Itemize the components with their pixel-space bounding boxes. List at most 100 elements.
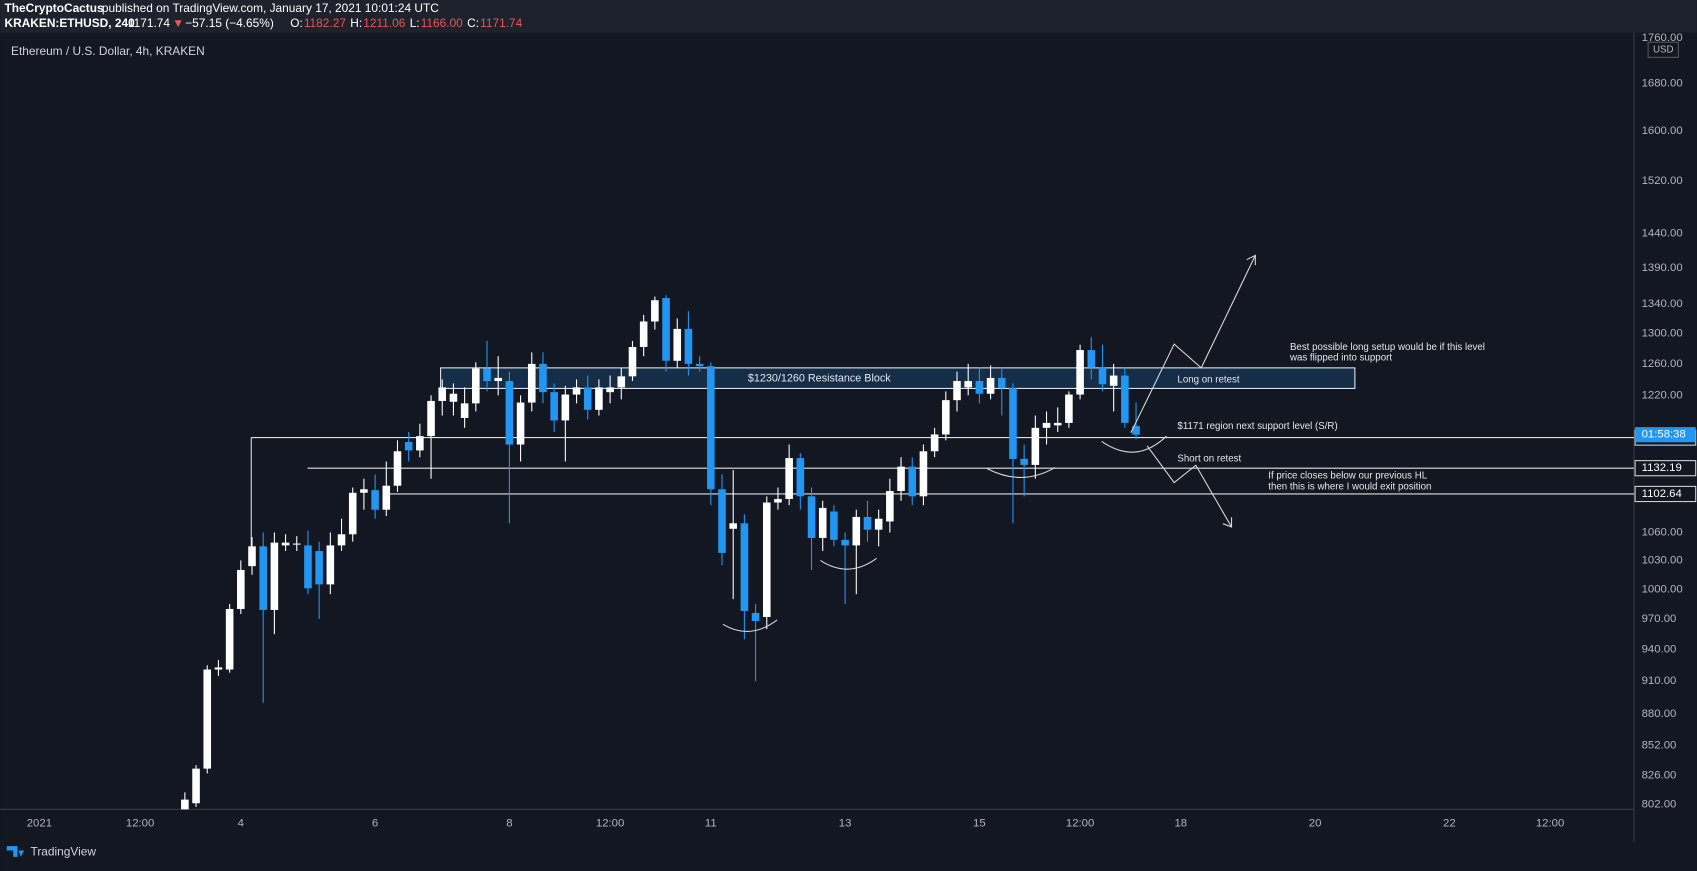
candle-body [1009, 388, 1017, 459]
ohlc-key: O: [290, 16, 303, 30]
y-tick-label: 826.00 [1642, 770, 1677, 782]
candle-body [438, 387, 447, 401]
candle-body [1109, 375, 1118, 386]
candle-body [572, 387, 581, 395]
candle-body [639, 321, 648, 347]
symbol: KRAKEN:ETHUSD, 240 [5, 16, 136, 30]
candle-body [527, 363, 536, 403]
candle-body [1031, 427, 1040, 465]
candle-body [427, 400, 435, 437]
candle-body [595, 387, 603, 410]
x-tick-label: 12:00 [126, 817, 154, 829]
candle-body [874, 518, 883, 530]
currency-box [1647, 41, 1679, 58]
ohlc-value: 1171.74 [480, 16, 522, 30]
y-tick-label: 910.00 [1642, 675, 1677, 687]
candle-body [326, 545, 335, 585]
y-tick-label: 1000.00 [1642, 583, 1683, 595]
candle-body [863, 516, 872, 530]
change-arrow: ▼ [172, 16, 184, 30]
candle-body [617, 376, 626, 388]
countdown: 01:58:38 [1642, 429, 1686, 441]
candle-body [975, 381, 984, 394]
candle-body [919, 451, 928, 497]
candle-body [304, 545, 312, 589]
candle-body [628, 346, 637, 377]
candle-body [348, 492, 357, 535]
candle-body [684, 328, 693, 364]
candle-body [1121, 375, 1129, 423]
candle-body [416, 436, 424, 451]
candle-body [259, 546, 267, 610]
candle-body [930, 434, 939, 452]
long-arrow [1130, 255, 1256, 434]
candle-body [897, 466, 905, 492]
candle-body [1087, 350, 1096, 368]
annotation: then this is where I would exit position [1268, 481, 1431, 492]
price-badge [1635, 427, 1696, 443]
annotation: Long on retest [1177, 374, 1239, 385]
candle-body [460, 403, 469, 418]
candle-body [270, 542, 279, 610]
y-tick-label: 1440.00 [1642, 228, 1683, 240]
chart-title: Ethereum / U.S. Dollar, 4h, KRAKEN [11, 44, 205, 58]
x-tick-label: 8 [506, 817, 512, 829]
y-tick-label: 1520.00 [1642, 175, 1683, 187]
candle-body [886, 491, 894, 522]
candle-body [718, 489, 726, 553]
candle-body [550, 392, 558, 421]
ohlc-value: 1211.06 [363, 16, 405, 30]
candle-body [908, 466, 917, 497]
candle-body [942, 400, 950, 435]
ohlc-value: 1166.00 [421, 16, 463, 30]
candle-body [237, 569, 245, 609]
candle-body [561, 394, 570, 421]
change: −57.15 (−4.65%) [185, 16, 274, 30]
candle-body [729, 523, 737, 529]
x-tick-label: 18 [1174, 817, 1187, 829]
x-tick-label: 6 [372, 817, 378, 829]
ohlc-key: H: [350, 16, 362, 30]
candle-body [1132, 425, 1140, 435]
low-curve [986, 466, 1056, 478]
candle-body [997, 377, 1006, 389]
ohlc-value: 1182.27 [304, 16, 346, 30]
y-tick-label: 1600.00 [1642, 125, 1683, 137]
candle-body [986, 377, 995, 394]
last-price: 1171.74 [128, 16, 170, 30]
candle-body [707, 366, 715, 490]
y-tick-label: 852.00 [1642, 739, 1677, 751]
low-curve [820, 557, 877, 570]
candle-body [695, 363, 704, 367]
candle-body [651, 300, 659, 322]
x-tick-label: 12:00 [1536, 817, 1564, 829]
candle-body [505, 381, 514, 445]
level-label-box [1634, 460, 1697, 477]
candle-body [516, 402, 525, 445]
candle-body [606, 387, 614, 393]
short-arrow [1146, 445, 1232, 528]
candle-body [751, 612, 760, 621]
candle-body [583, 387, 592, 410]
x-tick-label: 20 [1309, 817, 1322, 829]
candle-body [225, 608, 234, 670]
candle-body [214, 667, 223, 670]
candle-body [1042, 422, 1051, 428]
published: published on TradingView.com, January 17… [102, 1, 439, 15]
annotation: Short on retest [1177, 453, 1241, 464]
x-tick-label: 13 [839, 817, 852, 829]
candle-body [315, 551, 323, 585]
annotation: Best possible long setup would be if thi… [1290, 342, 1485, 353]
annotation: $1171 region next support level (S/R) [1177, 421, 1337, 432]
y-tick-label: 1220.00 [1642, 389, 1683, 401]
level-label-box [1634, 485, 1697, 503]
long-arrow-head [1246, 254, 1256, 266]
short-arrow-head [1222, 517, 1233, 528]
candle-body [248, 546, 256, 567]
annotation: $1230/1260 Resistance Block [748, 373, 891, 385]
publisher: TheCryptoCactus [5, 1, 104, 15]
x-tick-label: 11 [705, 817, 717, 829]
candle-body [841, 539, 849, 546]
footer-brand: TradingView [31, 845, 97, 859]
ohlc-key: C: [467, 16, 479, 30]
